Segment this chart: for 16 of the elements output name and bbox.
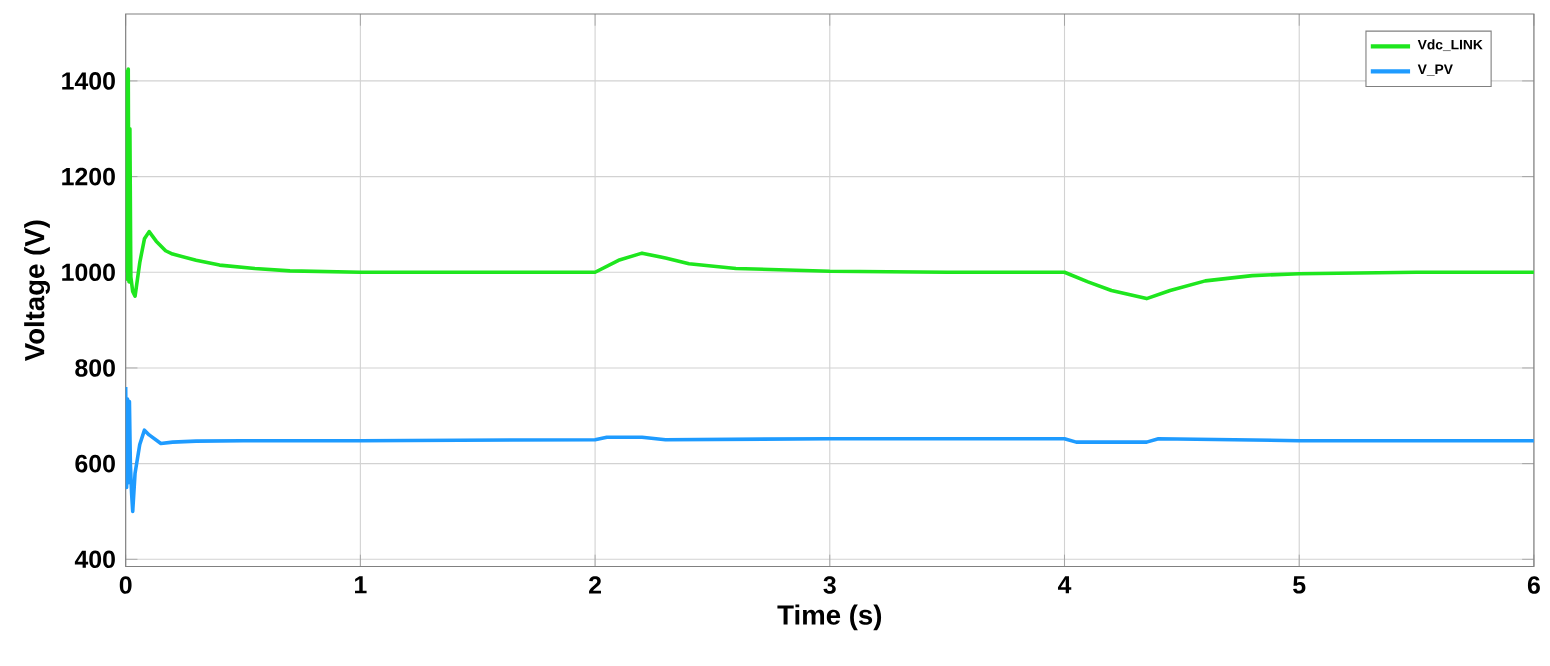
- y-tick-label: 1000: [62, 263, 115, 281]
- x-tick-label: 3: [823, 576, 836, 594]
- x-tick-label: 6: [1527, 576, 1540, 594]
- x-axis-title: Time (s): [777, 604, 882, 631]
- y-tick-label: 400: [74, 550, 115, 569]
- x-tick-label: 5: [1293, 576, 1306, 594]
- y-tick-label: 800: [75, 359, 115, 377]
- x-tick-label: 2: [589, 576, 601, 594]
- line-series: [125, 385, 1534, 514]
- x-tick-label: 0: [119, 576, 132, 594]
- y-tick-label: 600: [75, 454, 115, 473]
- y-axis-title: Voltage (V): [24, 220, 50, 361]
- x-tick-label: 4: [1057, 576, 1072, 594]
- x-tick-label: 1: [355, 576, 367, 594]
- y-tick-label: 1400: [62, 72, 115, 90]
- y-tick-label: 1200: [62, 167, 115, 186]
